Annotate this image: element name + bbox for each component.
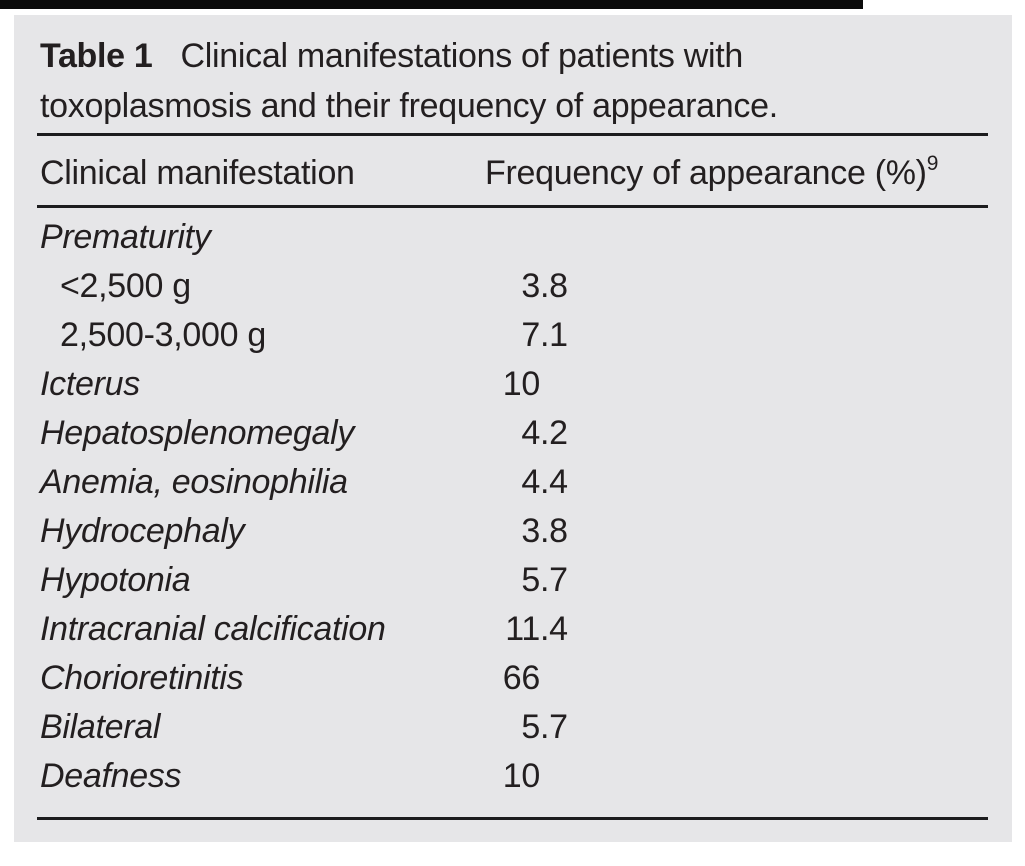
value-integer-part: 3 <box>521 267 540 305</box>
table-row: Hypotonia 5 .7 <box>14 556 1012 605</box>
value-integer-part: 10 <box>502 757 541 795</box>
row-label: Hypotonia <box>40 561 191 599</box>
row-label: Prematurity <box>40 218 211 256</box>
row-value: 3 .8 <box>454 262 568 311</box>
row-label: Anemia, eosinophilia <box>40 463 348 501</box>
value-fraction-part: .4 <box>540 610 568 648</box>
reference-superscript: 9 <box>926 151 939 175</box>
table-body: Prematurity <2,500 g 3 .8 2,500-3,000 g … <box>14 213 1012 801</box>
table-row: Intracranial calcification 11 .4 <box>14 605 1012 654</box>
value-fraction-part: .7 <box>540 561 568 599</box>
row-label: Chorioretinitis <box>40 659 244 697</box>
table-row: 2,500-3,000 g 7 .1 <box>14 311 1012 360</box>
table-row: Chorioretinitis 66 <box>14 654 1012 703</box>
table-panel: Table 1 Clinical manifestations of patien… <box>14 15 1012 842</box>
row-value: 10 <box>454 360 541 409</box>
bottom-rule <box>37 817 988 820</box>
value-integer-part: 5 <box>521 561 540 599</box>
value-fraction-part: .2 <box>540 414 568 452</box>
table-row: Hepatosplenomegaly 4 .2 <box>14 409 1012 458</box>
row-value: 5 .7 <box>454 556 568 605</box>
value-integer-part: 4 <box>521 463 540 501</box>
row-label: Bilateral <box>40 708 161 746</box>
table-number: Table 1 <box>40 37 153 75</box>
header-rule <box>37 205 988 208</box>
row-label: Deafness <box>40 757 182 795</box>
row-value: 7 .1 <box>454 311 568 360</box>
row-value: 11 .4 <box>454 605 568 654</box>
row-value: 10 <box>454 752 541 801</box>
value-integer-part: 10 <box>502 365 541 403</box>
table-row: Icterus 10 <box>14 360 1012 409</box>
value-fraction-part: .8 <box>540 512 568 550</box>
row-label: 2,500-3,000 g <box>60 316 266 354</box>
table-row: Hydrocephaly 3 .8 <box>14 507 1012 556</box>
table-title: Table 1 Clinical manifestations of patien… <box>40 31 900 131</box>
value-integer-part: 7 <box>521 316 540 354</box>
value-integer-part: 11 <box>505 610 540 648</box>
table-row: Anemia, eosinophilia 4 .4 <box>14 458 1012 507</box>
table-caption: Clinical manifestations of patients with… <box>40 37 778 125</box>
value-fraction-part: .1 <box>540 316 568 354</box>
value-fraction-part: .7 <box>540 708 568 746</box>
row-value: 5 .7 <box>454 703 568 752</box>
table-row: Deafness 10 <box>14 752 1012 801</box>
value-integer-part: 3 <box>521 512 540 550</box>
row-value: 3 .8 <box>454 507 568 556</box>
column-header-manifestation: Clinical manifestation <box>40 154 355 192</box>
row-label: Hepatosplenomegaly <box>40 414 355 452</box>
value-fraction-part: .8 <box>540 267 568 305</box>
row-label: <2,500 g <box>60 267 191 305</box>
row-label: Icterus <box>40 365 140 403</box>
column-header-frequency: Frequency of appearance (%)9 <box>485 153 938 193</box>
row-value: 66 <box>454 654 541 703</box>
value-integer-part: 4 <box>521 414 540 452</box>
column-header-frequency-text: Frequency of appearance (%) <box>485 154 927 192</box>
row-value: 4 .2 <box>454 409 568 458</box>
table-row: Prematurity <box>14 213 1012 262</box>
title-rule <box>37 133 988 136</box>
value-integer-part: 5 <box>521 708 540 746</box>
value-integer-part: 66 <box>502 659 541 697</box>
table-row: <2,500 g 3 .8 <box>14 262 1012 311</box>
row-label: Intracranial calcification <box>40 610 386 648</box>
scan-edge-bar <box>0 0 863 9</box>
value-fraction-part: .4 <box>540 463 568 501</box>
table-row: Bilateral 5 .7 <box>14 703 1012 752</box>
row-value: 4 .4 <box>454 458 568 507</box>
table-header: Clinical manifestation Frequency of appe… <box>14 153 1012 193</box>
row-label: Hydrocephaly <box>40 512 245 550</box>
